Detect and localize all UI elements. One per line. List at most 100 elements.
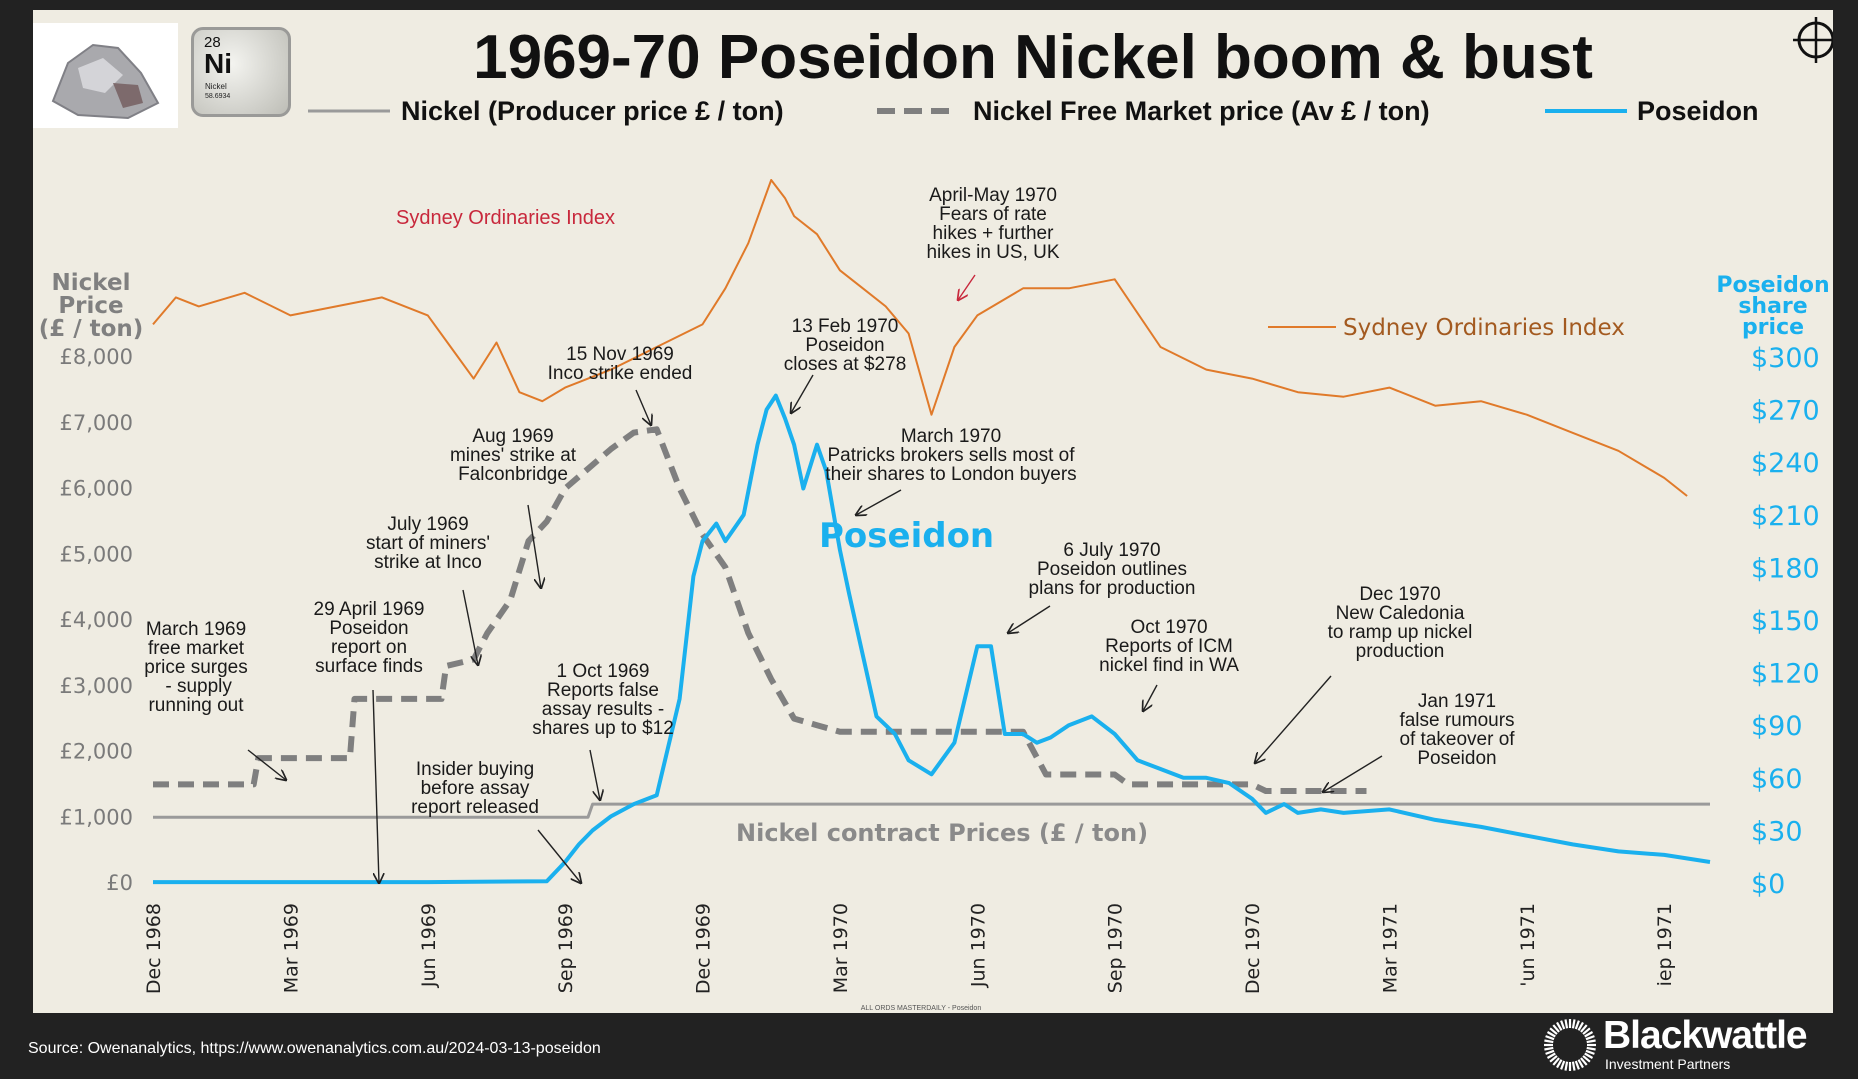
x-tick-label: Mar 1969 (280, 903, 302, 993)
poseidon-series-label: Poseidon (819, 516, 994, 556)
x-tick-label: Dec 1969 (693, 903, 715, 994)
annotation-arrow (1255, 675, 1332, 763)
legend-label-poseidon: Poseidon (1637, 96, 1759, 126)
annotation-arrow (372, 689, 379, 883)
poseidon-share-line (153, 393, 1711, 885)
annotation-arrow (856, 489, 902, 515)
sunburst-ray (1545, 1035, 1555, 1041)
annotation-line: 1 Oct 1969 (557, 661, 650, 682)
annotation-arrow (537, 829, 581, 883)
annotation-arrow (247, 749, 286, 780)
annotation-line: Poseidon outlines (1037, 559, 1187, 580)
annotation-mar-1970: March 1970 Patricks brokers sells most of… (825, 426, 1077, 515)
crosshair-icon (1793, 17, 1833, 63)
y-left-tick-label: £8,000 (60, 345, 133, 369)
y-right-tick-label: $150 (1751, 606, 1820, 637)
sunburst-ray (1582, 1055, 1591, 1063)
producer-price-line (153, 802, 1710, 819)
element-mass: 58.6934 (205, 93, 231, 100)
annotations: March 1969 free market price surges - supp… (144, 185, 1515, 883)
x-tick-label: 'un 1971 (1517, 903, 1539, 987)
y-right-tick-label: $300 (1751, 343, 1820, 374)
annotation-line: before assay (421, 778, 530, 799)
sunburst-ray (1571, 1019, 1576, 1029)
annotation-line: hikes in US, UK (926, 242, 1059, 263)
chart-title: 1969-70 Poseidon Nickel boom & bust (473, 23, 1593, 92)
y-left-tick-label: £3,000 (60, 674, 133, 698)
x-tick-label: Mar 1971 (1379, 903, 1401, 993)
y-left-tick-label: £1,000 (60, 805, 133, 829)
annotation-line: shares up to $12 (532, 718, 674, 739)
sunburst-ray (1552, 1024, 1560, 1033)
series-layer (152, 179, 1711, 885)
annotation-feb-1970: 13 Feb 1970 Poseidon closes at $278 (784, 316, 906, 413)
sunburst-ray (1584, 1052, 1594, 1059)
x-axis: Dec 1968 Mar 1969 Jun 1969 Sep 1969 Dec 1969… (143, 903, 1676, 994)
y-right-tick-label: $90 (1751, 711, 1803, 742)
annotation-line: Poseidon (1417, 748, 1496, 769)
x-tick-label: Jun 1969 (418, 903, 440, 988)
element-symbol: Ni (204, 48, 232, 79)
sunburst-ray (1584, 1031, 1594, 1038)
annotation-line: March 1969 (146, 619, 246, 640)
sunburst-ray (1585, 1049, 1595, 1055)
annotation-line: March 1970 (901, 426, 1001, 447)
y-right-tick-label: $30 (1751, 816, 1803, 847)
sunburst-ray (1545, 1049, 1555, 1055)
brand-name: Blackwattle (1603, 1014, 1808, 1057)
annotation-line: 15 Nov 1969 (566, 344, 674, 365)
annotation-line: Insider buying (416, 759, 534, 780)
contract-prices-label: Nickel contract Prices (£ / ton) (736, 819, 1148, 847)
annotation-text: 15 Nov 1969 Inco strike ended (548, 344, 693, 384)
annotation-line: production (1356, 641, 1445, 662)
y-axis-left: £0 £1,000 £2,000 £3,000 £4,000 £5,000 £6,000 £7… (60, 345, 133, 895)
legend-label-producer: Nickel (Producer price £ / ton) (401, 96, 784, 126)
annotation-text: July 1969 start of miners' strike at Inco (366, 514, 490, 573)
sunburst-ray (1585, 1035, 1595, 1041)
sunburst-ray (1556, 1021, 1563, 1031)
sydney-index-label-top: Sydney Ordinaries Index (396, 207, 615, 229)
sunburst-ray (1580, 1057, 1588, 1066)
legend: Nickel (Producer price £ / ton) Nickel F… (308, 96, 1759, 126)
y-left-label-1: Nickel (52, 270, 131, 296)
y-left-tick-label: £0 (106, 871, 133, 895)
annotation-line: 6 July 1970 (1063, 540, 1160, 561)
annotation-line: assay results - (542, 699, 664, 720)
annotation-line: price surges (144, 657, 248, 678)
x-tick-label: Jun 1970 (967, 903, 989, 988)
y-right-label-2: share (1738, 294, 1807, 319)
element-number: 28 (204, 34, 221, 51)
sunburst-icon (1544, 1019, 1596, 1071)
x-tick-label: Dec 1968 (143, 903, 165, 994)
x-tick-label: iep 1971 (1654, 903, 1676, 986)
sunburst-ray (1571, 1061, 1576, 1071)
annotation-line: mines' strike at (450, 445, 577, 466)
annotation-arrow (1323, 755, 1383, 792)
annotation-line: their shares to London buyers (825, 464, 1076, 485)
annotation-line: false rumours (1399, 710, 1514, 731)
sunburst-ray (1544, 1039, 1554, 1044)
annotation-line: April-May 1970 (929, 185, 1057, 206)
annotation-arrow (1008, 605, 1051, 633)
annotation-line: Poseidon (329, 618, 408, 639)
annotation-line: Poseidon (805, 335, 884, 356)
annotation-arrow (527, 504, 541, 588)
annotation-arrow (589, 749, 600, 800)
annotation-dec-1970: Dec 1970 New Caledonia to ramp up nickel pr… (1255, 584, 1472, 763)
sunburst-ray (1552, 1057, 1560, 1066)
annotation-line: Patricks brokers sells most of (827, 445, 1075, 466)
brand-logo: Blackwattle Investment Partners (1543, 1014, 1843, 1074)
annotation-arrow (462, 589, 478, 665)
annotation-text: Oct 1970 Reports of ICM nickel find in WA (1099, 617, 1239, 676)
y-left-tick-label: £6,000 (60, 477, 133, 501)
sunburst-ray (1586, 1039, 1596, 1044)
x-tick-label: Sep 1969 (555, 903, 577, 993)
annotation-text: March 1970 Patricks brokers sells most of… (825, 426, 1076, 485)
annotation-line: Reports false (547, 680, 659, 701)
chart-panel: 28 Ni Nickel 58.6934 1969-70 Poseidon Ni… (33, 10, 1833, 1013)
y-right-tick-label: $240 (1751, 448, 1820, 479)
annotation-line: report on (331, 637, 407, 658)
annotation-july-1969: July 1969 start of miners' strike at Inco (366, 514, 490, 665)
y-left-tick-label: £4,000 (60, 608, 133, 632)
x-tick-label: Dec 1970 (1242, 903, 1264, 994)
